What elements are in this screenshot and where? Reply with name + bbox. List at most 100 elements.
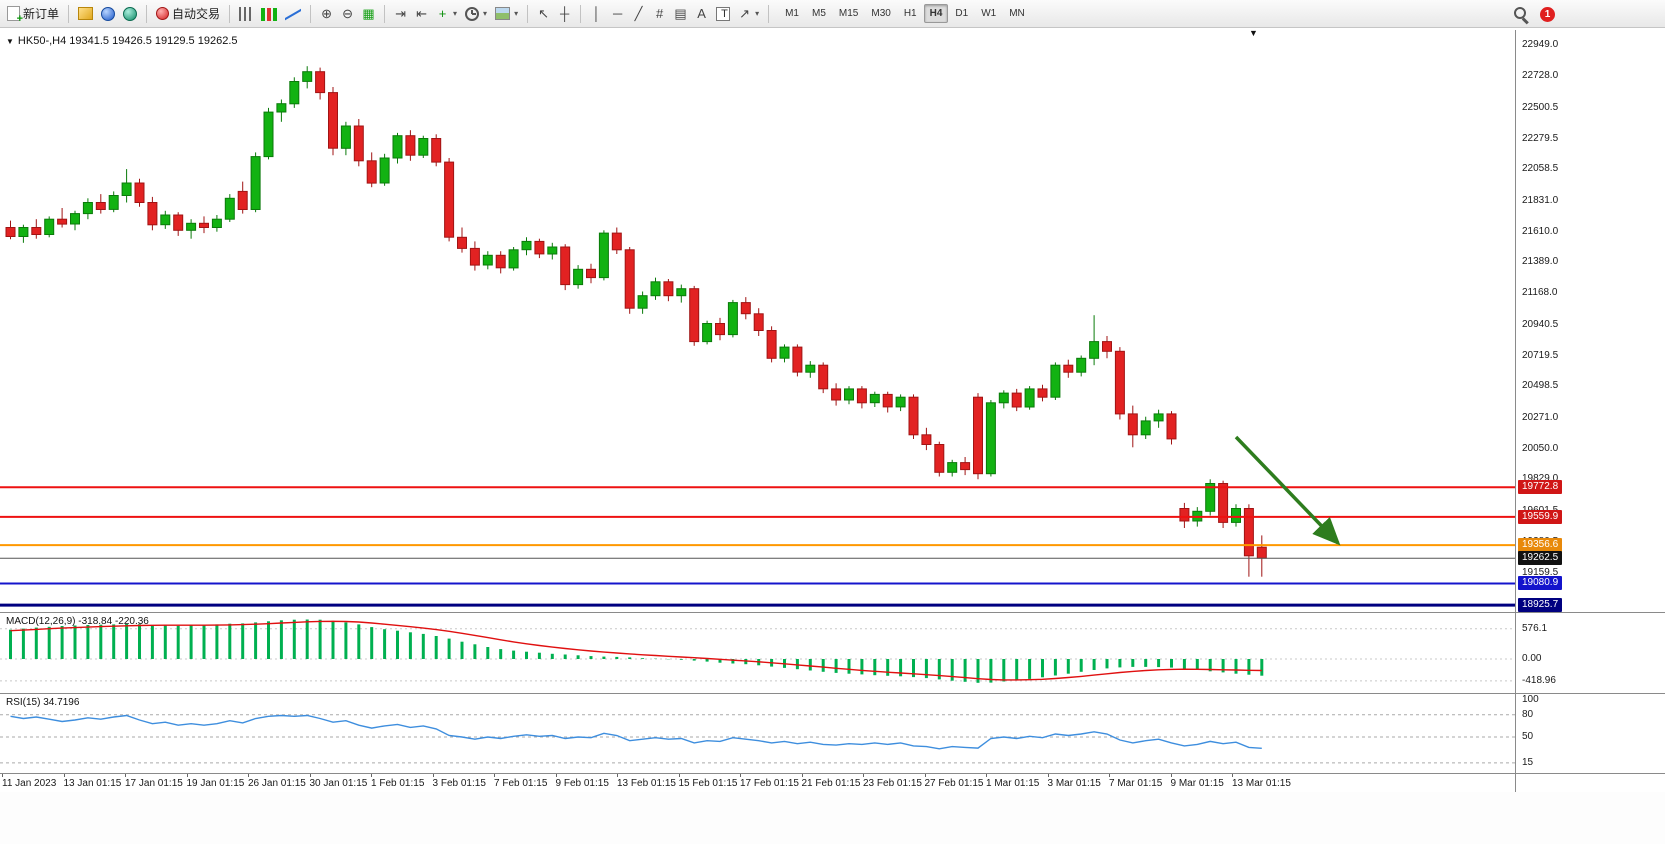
indicators-icon: + (438, 5, 447, 21)
charts-panel-icon (78, 7, 94, 20)
horizontal-lines-layer[interactable] (0, 486, 1515, 607)
time-label: 17 Jan 01:15 (125, 778, 183, 789)
cursor-button[interactable]: ↖ (534, 4, 553, 24)
price-tick: 20719.5 (1522, 349, 1559, 361)
indicators-button[interactable]: + ▾ (433, 4, 460, 24)
timeframe-m1-button[interactable]: M1 (785, 8, 799, 19)
autotrading-icon (156, 7, 170, 20)
arrows-tool-button[interactable]: ↗ ▾ (735, 4, 762, 24)
time-tick (63, 774, 65, 777)
time-label: 3 Feb 01:15 (432, 778, 486, 789)
time-label: 13 Jan 01:15 (63, 778, 122, 789)
toolbar-separator (229, 4, 231, 23)
pane-splitter-time-axis[interactable] (0, 773, 1665, 774)
pane-splitter-rsi[interactable] (0, 693, 1665, 694)
trendline-tool-button[interactable]: ╱ (629, 4, 648, 24)
timeframe-d1-button[interactable]: D1 (955, 8, 969, 19)
pane-splitter-macd[interactable] (0, 612, 1665, 613)
time-label: 13 Mar 01:15 (1232, 778, 1291, 789)
templates-button[interactable]: ▾ (492, 5, 521, 22)
price-tick: 21610.0 (1522, 225, 1559, 237)
macd-histogram (9, 619, 1264, 683)
time-label: 3 Mar 01:15 (1047, 778, 1101, 789)
label-tool-button[interactable] (713, 5, 733, 23)
timeframe-w1-button[interactable]: W1 (981, 8, 997, 19)
price-tick: 20498.5 (1522, 380, 1559, 392)
rsi-pane[interactable] (0, 694, 1515, 773)
market-watch-icon (123, 6, 138, 21)
price-tag-19356.6: 19356.6 (1518, 538, 1563, 553)
rsi-tick: 100 (1522, 694, 1539, 705)
market-watch-button[interactable] (120, 5, 140, 23)
rsi-tick: 80 (1522, 708, 1534, 720)
price-tick: 20940.5 (1522, 318, 1559, 330)
profiles-button[interactable] (98, 5, 118, 23)
time-tick (924, 774, 926, 777)
timeframe-m5-button[interactable]: M5 (812, 8, 826, 19)
trend-arrow-annotation[interactable] (1234, 435, 1341, 546)
arrows-tool-icon: ↗ (739, 5, 751, 21)
notification-badge[interactable]: 1 (1540, 6, 1555, 22)
toolbar-separator (768, 4, 770, 23)
crosshair-button[interactable]: ┼ (555, 4, 574, 24)
horizontal-line-tool-button[interactable]: ─ (608, 4, 627, 24)
grid-tool-icon: ▤ (674, 5, 687, 21)
timeframe-h4-button[interactable]: H4 (923, 4, 949, 23)
main-chart-pane[interactable] (0, 30, 1515, 612)
periods-button[interactable]: ▾ (462, 5, 490, 23)
toolbar-right-group: 1 (1512, 0, 1555, 28)
time-label: 11 Jan 2023 (2, 778, 57, 789)
toolbar-separator (68, 4, 70, 23)
rsi-tick: 50 (1522, 731, 1534, 742)
candlestick-chart-button[interactable] (258, 5, 280, 23)
one-click-expand-icon[interactable]: ▼ (6, 37, 14, 46)
autotrading-button[interactable]: 自动交易 (153, 3, 223, 24)
line-chart-button[interactable] (282, 4, 304, 24)
toolbar-separator (527, 4, 529, 23)
search-icon[interactable] (1512, 5, 1531, 24)
fibonacci-tool-icon: # (655, 5, 664, 21)
time-tick (125, 774, 126, 777)
price-tick: 22500.5 (1522, 101, 1559, 113)
bar-chart-button[interactable] (236, 4, 256, 23)
chart-shift-button[interactable]: ⇤ (412, 4, 431, 24)
price-axis[interactable]: 22949.0 22728.0 22500.5 22279.5 22058.5 21831… (1515, 30, 1665, 792)
arrows-tool-caret-icon: ▾ (755, 9, 760, 18)
price-tick: 22949.0 (1522, 39, 1559, 51)
macd-pane[interactable] (0, 613, 1515, 693)
time-axis[interactable]: 11 Jan 2023 13 Jan 01:15 17 Jan 01:15 19 Ja… (0, 774, 1515, 792)
tile-windows-button[interactable]: ▦ (359, 4, 378, 24)
fibonacci-tool-button[interactable]: # (650, 4, 669, 24)
auto-scroll-button[interactable]: ⇥ (391, 4, 410, 24)
text-tool-button[interactable]: A (692, 4, 711, 24)
trendline-tool-icon: ╱ (634, 5, 643, 21)
time-label: 26 Jan 01:15 (248, 778, 306, 789)
tile-windows-icon: ▦ (362, 5, 375, 21)
periods-caret-icon: ▾ (483, 9, 488, 18)
time-tick (1232, 774, 1233, 777)
auto-scroll-icon: ⇥ (395, 5, 406, 21)
time-label: 23 Feb 01:15 (863, 778, 922, 789)
time-tick (371, 774, 372, 777)
price-tick: 22279.5 (1522, 132, 1559, 144)
indicators-caret-icon: ▾ (453, 9, 458, 18)
bar-chart-icon (239, 7, 254, 21)
timeframe-mn-button[interactable]: MN (1009, 8, 1025, 19)
time-tick (494, 774, 495, 777)
time-tick (309, 774, 311, 777)
new-order-button[interactable]: 新订单 (4, 3, 62, 25)
time-tick (1047, 774, 1049, 777)
price-tick: 21168.0 (1522, 287, 1558, 299)
timeframe-h1-button[interactable]: H1 (903, 8, 917, 19)
profiles-icon (101, 6, 116, 21)
zoom-out-button[interactable]: ⊖ (338, 4, 357, 24)
zoom-in-button[interactable]: ⊕ (317, 4, 336, 24)
charts-panel-button[interactable] (75, 5, 96, 22)
grid-tool-button[interactable]: ▤ (671, 4, 690, 24)
bar-position-marker-icon: ▼ (1249, 28, 1258, 38)
timeframe-m15-button[interactable]: M15 (838, 8, 859, 19)
new-order-icon (7, 6, 23, 25)
vertical-line-tool-button[interactable]: │ (587, 4, 606, 24)
time-label: 17 Feb 01:15 (740, 778, 799, 789)
timeframe-m30-button[interactable]: M30 (871, 8, 891, 19)
